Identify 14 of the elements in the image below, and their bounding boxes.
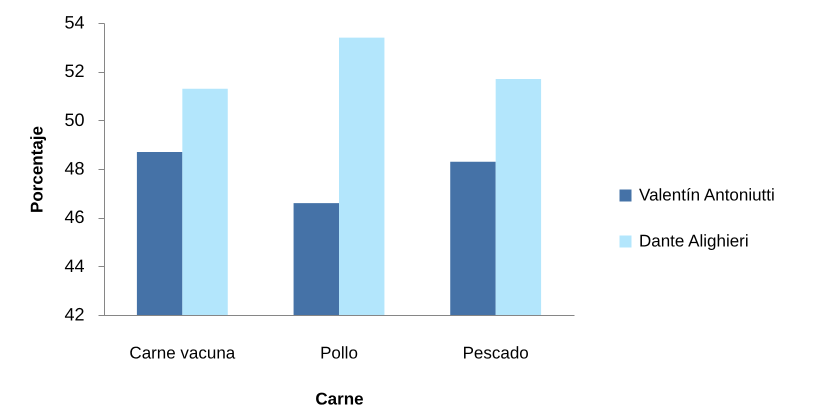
x-tick-label: Pollo (320, 344, 358, 362)
y-tick-label: 42 (64, 304, 84, 324)
y-tick-label: 48 (64, 158, 84, 178)
y-tick-label: 50 (64, 110, 84, 130)
x-tick-label: Carne vacuna (129, 344, 236, 362)
y-tick-label: 54 (64, 12, 84, 32)
y-tick-label: 44 (64, 256, 84, 276)
x-axis-title: Carne (315, 390, 364, 408)
legend-label: Valentín Antoniutti (639, 186, 775, 204)
legend-label: Dante Alighieri (639, 232, 749, 250)
x-tick-label: Pescado (462, 344, 529, 362)
y-tick-label: 46 (64, 207, 84, 228)
y-axis-title: Porcentaje (27, 126, 46, 213)
y-tick-label: 52 (64, 61, 84, 82)
